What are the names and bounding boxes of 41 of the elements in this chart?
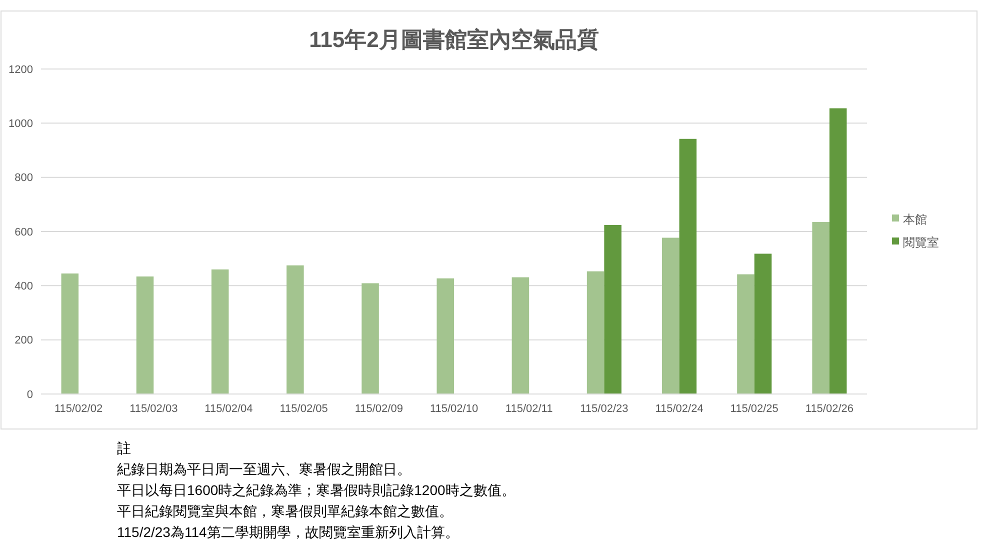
legend-label: 閱覽室 [903, 236, 939, 250]
bar [737, 274, 754, 394]
text: 平日紀錄閱覽室與本館，寒暑假則單紀錄本館之數值。 [117, 502, 453, 519]
chart-title: 115年2月圖書館室內空氣品質 [309, 27, 599, 52]
bar [136, 276, 154, 394]
bar [812, 222, 830, 394]
bar [286, 265, 304, 394]
x-tick-label: 115/02/11 [505, 403, 553, 415]
y-tick-label: 800 [14, 172, 33, 184]
x-tick-label: 115/02/24 [655, 403, 704, 415]
y-tick-label: 400 [14, 280, 33, 293]
y-tick-label: 0 [26, 388, 33, 401]
x-tick-label: 115/02/26 [805, 403, 854, 415]
x-tick-label: 115/02/02 [54, 403, 103, 415]
bar [61, 273, 79, 394]
x-tick-label: 115/02/03 [130, 403, 178, 415]
bar [512, 277, 530, 394]
bar [604, 225, 622, 394]
x-tick-label: 115/02/05 [280, 403, 328, 415]
x-tick-label: 115/02/23 [580, 403, 628, 415]
bar [662, 238, 680, 394]
bar [362, 283, 379, 394]
bar [679, 138, 697, 394]
bar [586, 271, 604, 394]
bar [829, 108, 847, 394]
bar [211, 269, 229, 394]
legend-label: 本館 [903, 212, 927, 227]
text: 註 [117, 440, 131, 456]
x-tick-label: 115/02/25 [730, 403, 778, 415]
y-tick-label: 200 [14, 334, 33, 347]
text: 平日以每日1600時之紀錄為準；寒暑假時則記錄1200時之數值。 [117, 482, 516, 498]
bar [754, 254, 772, 394]
x-tick-label: 115/02/04 [204, 403, 253, 415]
y-tick-label: 600 [14, 226, 33, 238]
y-tick-label: 1200 [8, 64, 33, 76]
y-tick-label: 1000 [8, 118, 33, 130]
x-tick-label: 115/02/10 [430, 403, 478, 415]
bar [436, 278, 454, 394]
text: 紀錄日期為平日周一至週六、寒暑假之開館日。 [117, 460, 411, 477]
x-tick-label: 115/02/09 [354, 403, 403, 415]
text: 115/2/23為114第二學期開學，故閱覽室重新列入計算。 [117, 524, 459, 540]
